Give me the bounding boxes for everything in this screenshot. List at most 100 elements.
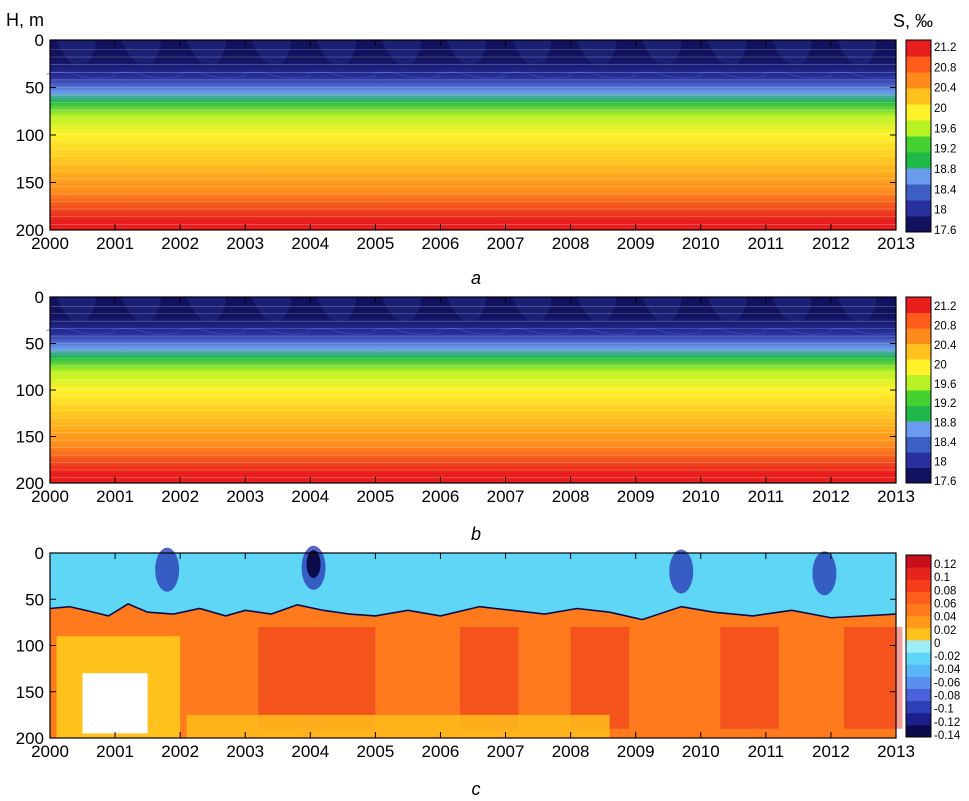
x-tick-label: 2009 [617,742,655,761]
colorbar-tick-label: 20 [934,359,947,371]
isohaline [176,327,246,335]
strong-negative-patch [812,551,837,596]
strong-negative-zones [155,545,837,596]
strongest-negative-patch [306,550,321,579]
panel-c: 2000 2001 2002 2003 2004 2005 2006 2007 2008 2009… [16,544,961,799]
strong-positive-patch [843,627,903,729]
colorbar-swatch [906,72,931,89]
colorbar-swatch [906,390,931,406]
salinity-field-b [46,297,897,483]
seasonal-surface-pattern [46,40,897,79]
panel-b: 2000 2001 2002 2003 2004 2005 2006 2007 2008 2009… [16,288,957,544]
surface-freshening-patch [707,297,747,323]
strong-positive-patch [570,627,630,729]
isohaline [501,71,572,79]
colorbar-swatch [906,436,931,453]
colorbar-tick-label: 0.04 [934,612,957,624]
colorbar-swatch [906,184,931,201]
panel-label-a: a [471,268,481,288]
colorbar-swatch [906,567,931,580]
surface-freshening-patch [251,297,291,323]
colorbar-tick-label: 19.2 [934,398,956,410]
isohaline [371,327,442,335]
x-tick-label: 2003 [226,487,264,506]
x-tick-label: 2008 [552,234,590,253]
surface-freshening-patch [772,40,812,66]
x-tick-label: 2003 [226,742,264,761]
surface-freshening-patch [121,297,161,323]
isohaline [241,327,311,335]
x-tick-label: 2002 [161,487,199,506]
isohaline [566,327,637,335]
colorbar-swatch [906,200,931,217]
colorbar-swatch [906,603,931,617]
isohaline [827,71,897,79]
colorbar-tick-label: 20.8 [934,62,956,74]
surface-freshening-patch [186,297,226,323]
colorbar-a: 21.2 20.8 20.4 20 19.6 19.2 18.8 18.4 18 17.6 [905,39,957,237]
isohaline [436,327,507,335]
x-tick-label: 2009 [617,487,655,506]
colorbar-tick-label: 19.6 [934,123,956,135]
colorbar-tick-label: 20.8 [934,320,956,332]
isohaline [697,71,767,79]
colorbar-swatch [906,216,931,233]
surface-freshening-patch [642,297,682,323]
colorbar-tick-label: 20 [934,103,947,115]
x-tick-label: 2010 [682,742,720,761]
colorbar-tick-label: 21.2 [934,42,956,54]
surface-freshening-patch [837,40,877,66]
x-tick-label: 2006 [422,487,460,506]
x-tick-label: 2001 [96,742,134,761]
isohaline [371,71,442,79]
x-tick-label: 2013 [877,234,915,253]
seasonal-surface-pattern [46,297,897,335]
y-tick-label: 50 [25,335,44,354]
y-tick-label: 200 [16,474,44,493]
surface-freshening-patch [512,297,552,323]
x-tick-label: 2001 [96,487,134,506]
salinity-field-a [46,40,897,230]
colorbar-tick-label: -0.06 [934,677,960,689]
colorbar-swatch [906,88,931,105]
isohaline [111,327,181,335]
strong-positive-patch [316,627,376,729]
y-tick-label: 50 [25,79,44,98]
x-tick-label: 2007 [487,742,525,761]
x-tick-label: 2012 [812,487,850,506]
x-tick-label: 2004 [291,742,329,761]
colorbar-swatch [906,555,931,568]
y-tick-label: 100 [16,126,44,145]
surface-freshening-patch [56,40,96,66]
x-tick-label: 2012 [812,742,850,761]
colorbar-swatch [906,343,931,360]
isohaline [566,71,637,79]
colorbar-tick-label: 0 [934,638,940,650]
isohaline [632,327,702,335]
isohaline [827,327,897,335]
surface-freshening-patch [446,40,487,66]
colorbar-frame [905,39,932,233]
colorbar-frame [905,554,932,738]
isohaline [762,327,832,335]
colorbar-swatch [906,591,931,605]
weak-positive-bottom [186,714,610,738]
x-tick-label: 2000 [31,742,69,761]
colorbar-tick-label: 17.6 [934,225,956,237]
x-tick-label: 2011 [748,742,785,761]
axis-ticks-c: 2000 2001 2002 2003 2004 2005 2006 2007 2008 2009… [16,544,915,761]
y-tick-label: 200 [16,729,44,748]
axis-ticks-b: 2000 2001 2002 2003 2004 2005 2006 2007 2008 2009… [16,288,915,506]
colorbar-tick-label: 18.4 [934,184,957,196]
isohaline [762,71,832,79]
colorbar-swatch [906,664,931,677]
isohaline [111,71,181,79]
y-tick-label: 150 [16,683,44,702]
strong-positive-zones [258,627,903,729]
colorbar-tick-label: 19.6 [934,379,956,391]
x-tick-label: 2006 [422,234,460,253]
isohaline [46,71,116,79]
y-tick-label: 100 [16,381,44,400]
colorbar-tick-label: 0.06 [934,598,956,610]
x-tick-label: 2007 [487,487,525,506]
